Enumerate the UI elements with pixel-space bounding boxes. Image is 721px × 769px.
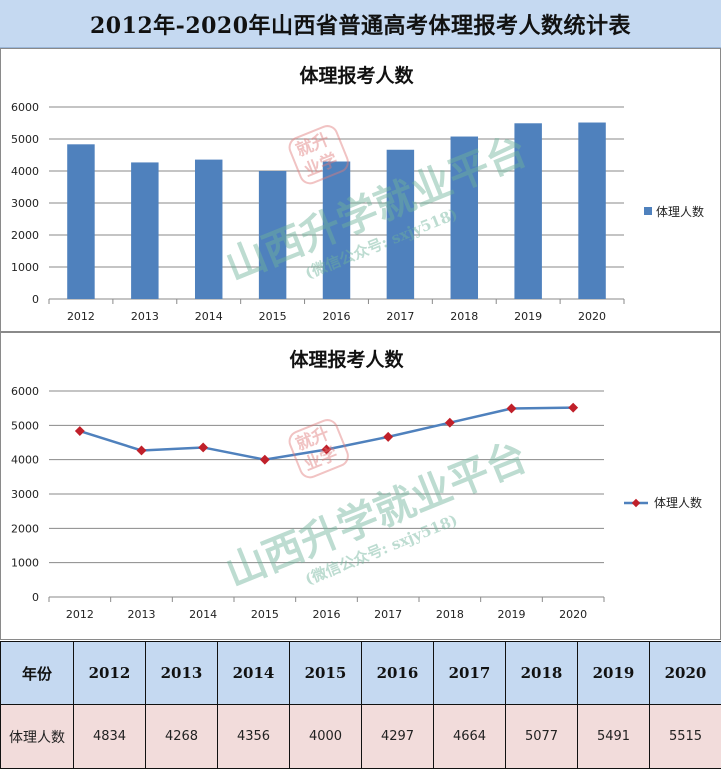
legend-label: 体理人数 [656,204,704,219]
table-header-year: 2018 [506,642,578,705]
point-2012 [75,426,85,436]
y-tick-label: 6000 [11,385,39,398]
table-header-year: 2016 [362,642,434,705]
point-2019 [507,404,517,414]
y-tick-label: 2000 [11,522,39,535]
bar-chart-panel: 体理报考人数 0 1000 2000 3000 4000 5000 6000 2012 2013 2… [0,48,721,332]
bar-2020 [578,123,605,299]
table-value-cell: 4664 [434,705,506,769]
point-2017 [383,432,393,442]
x-tick-label: 2020 [578,310,606,323]
table-header-year: 2019 [578,642,650,705]
y-tick-label: 2000 [11,229,39,242]
x-tick-label: 2014 [195,310,223,323]
table-header-year: 2014 [218,642,290,705]
x-tick-label: 2012 [67,310,95,323]
point-2013 [137,446,147,456]
x-tick-label: 2017 [386,310,414,323]
x-tick-label: 2013 [128,608,156,621]
table-value-cell: 4834 [74,705,146,769]
y-tick-label: 4000 [11,165,39,178]
table-value-cell: 4000 [290,705,362,769]
chart-title: 体理报考人数 [289,348,404,371]
table-value-cell: 5491 [578,705,650,769]
x-tick-label: 2014 [189,608,217,621]
x-tick-label: 2016 [323,310,351,323]
table-row-label: 体理人数 [1,705,74,769]
table-value-cell: 4268 [146,705,218,769]
y-tick-label: 0 [32,591,39,604]
x-tick-label: 2012 [66,608,94,621]
bar-2014 [195,160,222,299]
x-tick-label: 2015 [251,608,279,621]
y-tick-label: 5000 [11,419,39,432]
point-2018 [445,418,455,428]
line-chart-panel: 体理报考人数 0 1000 2000 3000 4000 5000 6000 2012 2013 2… [0,332,721,640]
x-tick-label: 2018 [450,310,478,323]
bar-2013 [131,162,158,299]
x-tick-label: 2016 [313,608,341,621]
x-tick-label: 2015 [259,310,287,323]
table-header-year: 2015 [290,642,362,705]
x-tick-label: 2020 [559,608,587,621]
table-header-year: 2013 [146,642,218,705]
table-value-cell: 5077 [506,705,578,769]
table-value-cell: 4297 [362,705,434,769]
y-tick-label: 3000 [11,197,39,210]
y-tick-label: 1000 [11,261,39,274]
page-title: 2012年-2020年山西省普通高考体理报考人数统计表 [90,8,631,40]
x-tick-label: 2013 [131,310,159,323]
x-tick-label: 2019 [498,608,526,621]
table-header-year: 2020 [650,642,721,705]
point-2015 [260,455,270,465]
y-tick-label: 6000 [11,101,39,114]
y-tick-label: 0 [32,293,39,306]
y-tick-label: 4000 [11,454,39,467]
table-header-year: 2012 [74,642,146,705]
x-tick-label: 2018 [436,608,464,621]
table-value-cell: 5515 [650,705,721,769]
x-tick-label: 2019 [514,310,542,323]
point-2014 [198,442,208,452]
x-tick-label: 2017 [374,608,402,621]
table-header-label: 年份 [1,642,74,705]
bar-2012 [67,144,94,299]
table-value-cell: 4356 [218,705,290,769]
y-tick-label: 1000 [11,557,39,570]
legend-label: 体理人数 [654,495,702,510]
y-tick-label: 5000 [11,133,39,146]
table-header-year: 2017 [434,642,506,705]
line-chart: 体理报考人数 0 1000 2000 3000 4000 5000 6000 2012 2013 2… [1,333,720,639]
legend-swatch [644,207,652,215]
chart-title: 体理报考人数 [299,64,414,87]
page-title-bar: 2012年-2020年山西省普通高考体理报考人数统计表 [0,0,721,48]
bar-chart: 体理报考人数 0 1000 2000 3000 4000 5000 6000 2012 2013 2… [1,49,720,331]
legend-marker [632,499,640,507]
y-tick-label: 3000 [11,488,39,501]
point-2020 [568,403,578,413]
